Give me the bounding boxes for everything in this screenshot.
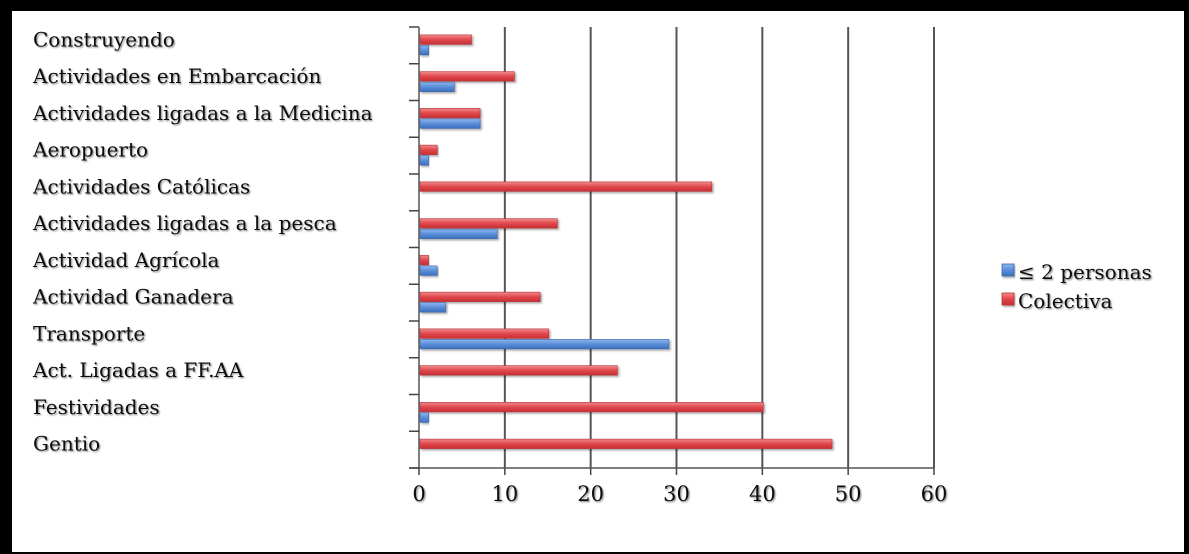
gridlines [503, 27, 935, 468]
bar-colectiva-actividad-agricola [419, 255, 429, 266]
bar-2-personas-construyendo [419, 45, 429, 56]
bar-2-personas-actividades-ligadas-a-la-medicina [419, 118, 481, 129]
category-label-actividad-agricola: Actividad Agrícola [32, 248, 220, 272]
category-label-actividades-ligadas-a-la-medicina: Actividades ligadas a la Medicina [32, 101, 373, 125]
x-tick-label: 20 [577, 482, 604, 506]
bar-colectiva-transporte [419, 328, 550, 339]
axes [409, 26, 935, 475]
bar-2-personas-actividad-ganadera [419, 302, 447, 313]
bar-colectiva-actividad-ganadera [419, 291, 541, 302]
category-label-actividades-catolicas: Actividades Católicas [32, 174, 250, 198]
category-label-festividades: Festividades [33, 395, 160, 419]
x-tick-label: 60 [921, 482, 948, 506]
legend-swatch-colectiva [1001, 292, 1015, 306]
category-label-transporte: Transporte [33, 321, 145, 345]
bar-colectiva-festividades [419, 402, 764, 413]
category-label-construyendo: Construyendo [33, 27, 175, 51]
bars [419, 34, 833, 449]
bar-colectiva-act-ligadas-a-ff-aa [419, 365, 618, 376]
x-tick-label: 30 [663, 482, 690, 506]
bar-2-personas-actividades-ligadas-a-la-pesca [419, 228, 498, 239]
category-label-act-ligadas-a-ff-aa: Act. Ligadas a FF.AA [32, 358, 244, 382]
category-label-gentio: Gentio [33, 432, 100, 456]
bar-2-personas-transporte [419, 339, 670, 350]
bar-colectiva-actividades-ligadas-a-la-pesca [419, 218, 558, 229]
category-label-aeropuerto: Aeropuerto [32, 138, 148, 162]
legend-label-small-group: ≤ 2 personas [1018, 260, 1152, 284]
legend-label-colectiva: Colectiva [1018, 289, 1113, 313]
category-label-actividad-ganadera: Actividad Ganadera [32, 285, 234, 309]
bar-colectiva-actividades-en-embarcacion [419, 71, 515, 82]
labels: 0 10 20 30 40 50 60 Construyendo Actividades en … [32, 27, 947, 506]
x-tick-label: 0 [412, 482, 425, 506]
bar-2-personas-festividades [419, 412, 429, 423]
bar-colectiva-construyendo [419, 34, 472, 45]
category-label-actividades-en-embarcacion: Actividades en Embarcación [32, 64, 321, 88]
x-tick-label: 40 [749, 482, 776, 506]
legend-swatch-2-personas [1001, 263, 1015, 277]
bar-2-personas-actividad-agricola [419, 265, 438, 276]
x-tick-label: 50 [835, 482, 862, 506]
bar-2-personas-actividades-en-embarcacion [419, 81, 455, 92]
bar-2-personas-aeropuerto [419, 155, 429, 166]
legend: ≤ 2 personas Colectiva [1001, 260, 1152, 313]
category-label-actividades-ligadas-a-la-pesca: Actividades ligadas a la pesca [32, 211, 337, 235]
bar-colectiva-actividades-catolicas [419, 181, 713, 192]
x-tick-label: 10 [491, 482, 518, 506]
bar-colectiva-aeropuerto [419, 144, 438, 155]
bar-colectiva-actividades-ligadas-a-la-medicina [419, 108, 481, 119]
bar-colectiva-gentio [419, 438, 833, 449]
